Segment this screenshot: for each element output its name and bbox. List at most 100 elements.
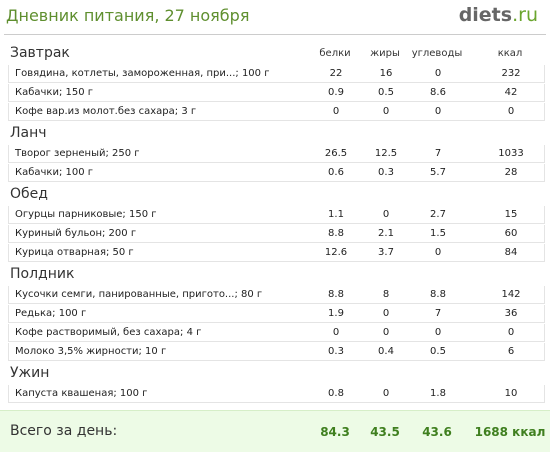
food-row: Кофе растворимый, без сахара; 4 г 0 0 0 0 xyxy=(8,324,545,342)
nutrient-value: 5.7 xyxy=(430,167,446,178)
nutrient-value: 0.8 xyxy=(328,388,344,399)
title: Дневник питания, 27 ноября xyxy=(6,6,250,25)
nutrient-value: 3.7 xyxy=(378,247,394,258)
nutrient-value: 0.5 xyxy=(430,346,446,357)
food-row: Кофе вар.из молот.без сахара; 3 г 0 0 0 0 xyxy=(8,103,545,121)
logo-name: diets xyxy=(458,4,513,26)
food-row: Курица отварная; 50 г 12.6 3.7 0 84 xyxy=(8,244,545,262)
nutrient-value: 0.3 xyxy=(328,346,344,357)
nutrient-value: 8.6 xyxy=(430,87,446,98)
nutrient-value: 12.5 xyxy=(374,148,398,159)
food-row: Творог зерненый; 250 г 26.5 12.5 7 1033 xyxy=(8,145,545,163)
footer-label: Всего за день: xyxy=(10,423,118,439)
nutrient-value: 0 xyxy=(382,327,390,338)
nutrient-value: 15 xyxy=(504,209,518,220)
nutrient-value: 0 xyxy=(434,327,442,338)
nutrient-value: 0 xyxy=(382,106,390,117)
nutrient-value: 0 xyxy=(434,106,442,117)
section-header: Обед xyxy=(0,183,550,206)
nutrient-value: 12.6 xyxy=(324,247,348,258)
food-row: Куриный бульон; 200 г 8.8 2.1 1.5 60 xyxy=(8,225,545,243)
nutrient-value: 7 xyxy=(434,148,442,159)
nutrient-value: 1033 xyxy=(498,148,524,159)
column-header: жиры xyxy=(370,48,400,59)
nutrient-value: 7 xyxy=(434,308,442,319)
food-name: Редька; 100 г xyxy=(15,308,87,319)
food-name: Кабачки; 100 г xyxy=(15,167,94,178)
nutrient-value: 26.5 xyxy=(324,148,348,159)
food-row: Кабачки; 150 г 0.9 0.5 8.6 42 xyxy=(8,84,545,102)
food-row: Огурцы парниковые; 150 г 1.1 0 2.7 15 xyxy=(8,206,545,224)
logo-domain: .ru xyxy=(512,4,538,26)
nutrient-value: 16 xyxy=(379,68,393,79)
nutrient-value: 8.8 xyxy=(328,289,344,300)
column-header: углеводы xyxy=(411,48,463,59)
food-name: Молоко 3,5% жирности; 10 г xyxy=(15,346,167,357)
food-name: Курица отварная; 50 г xyxy=(15,247,134,258)
food-row: Кабачки; 100 г 0.6 0.3 5.7 28 xyxy=(8,164,545,182)
food-name: Говядина, котлеты, замороженная, при...;… xyxy=(15,68,270,79)
nutrient-value: 36 xyxy=(504,308,518,319)
total-value: 84.3 xyxy=(320,425,350,439)
nutrient-value: 60 xyxy=(504,228,518,239)
food-name: Кабачки; 150 г xyxy=(15,87,94,98)
nutrient-value: 2.7 xyxy=(430,209,446,220)
nutrient-value: 8.8 xyxy=(430,289,446,300)
food-name: Творог зерненый; 250 г xyxy=(15,148,140,159)
nutrient-value: 42 xyxy=(504,87,518,98)
nutrient-value: 1.9 xyxy=(328,308,344,319)
nutrient-value: 232 xyxy=(501,68,521,79)
total-value: 1688 ккал xyxy=(474,425,546,439)
column-header: ккал xyxy=(497,48,523,59)
nutrient-value: 6 xyxy=(507,346,515,357)
nutrient-value: 0 xyxy=(507,106,515,117)
nutrient-value: 0.5 xyxy=(378,87,394,98)
food-name: Огурцы парниковые; 150 г xyxy=(15,209,157,220)
food-name: Куриный бульон; 200 г xyxy=(15,228,137,239)
section-name: Завтрак xyxy=(10,45,70,61)
nutrient-value: 0 xyxy=(382,388,390,399)
section-name: Ужин xyxy=(10,365,50,381)
food-row: Капуста квашеная; 100 г 0.8 0 1.8 10 xyxy=(8,385,545,403)
nutrient-value: 142 xyxy=(501,289,521,300)
nutrient-value: 0 xyxy=(507,327,515,338)
nutrient-value: 8 xyxy=(382,289,390,300)
nutrient-value: 1.8 xyxy=(430,388,446,399)
nutrient-value: 0.3 xyxy=(378,167,394,178)
nutrient-value: 10 xyxy=(504,388,518,399)
nutrient-value: 84 xyxy=(504,247,518,258)
section-header: Завтрак белки жиры углеводы ккал xyxy=(0,42,550,65)
total-value: 43.5 xyxy=(370,425,400,439)
food-name: Кофе вар.из молот.без сахара; 3 г xyxy=(15,106,197,117)
logo[interactable]: diets.ru xyxy=(459,4,538,26)
nutrient-value: 28 xyxy=(504,167,518,178)
nutrient-value: 0 xyxy=(382,308,390,319)
nutrient-value: 0 xyxy=(332,106,340,117)
food-row: Молоко 3,5% жирности; 10 г 0.3 0.4 0.5 6 xyxy=(8,343,545,361)
section-name: Полдник xyxy=(10,266,75,282)
food-row: Редька; 100 г 1.9 0 7 36 xyxy=(8,305,545,323)
food-row: Кусочки семги, панированные, пригото...;… xyxy=(8,286,545,304)
footer: Всего за день: 84.3 43.5 43.6 1688 ккал xyxy=(0,410,550,452)
nutrient-value: 1.1 xyxy=(328,209,344,220)
nutrient-value: 0.6 xyxy=(328,167,344,178)
total-value: 43.6 xyxy=(422,425,452,439)
section-header: Ужин xyxy=(0,362,550,385)
food-name: Капуста квашеная; 100 г xyxy=(15,388,148,399)
nutrient-value: 0 xyxy=(434,247,442,258)
food-name: Кофе растворимый, без сахара; 4 г xyxy=(15,327,202,338)
nutrient-value: 0.9 xyxy=(328,87,344,98)
diary: Завтрак белки жиры углеводы ккал Говядина, ко… xyxy=(0,42,550,404)
column-header: белки xyxy=(319,48,351,59)
nutrient-value: 2.1 xyxy=(378,228,394,239)
food-row: Говядина, котлеты, замороженная, при...;… xyxy=(8,65,545,83)
section-name: Ланч xyxy=(10,125,47,141)
nutrient-value: 1.5 xyxy=(430,228,446,239)
section-header: Полдник xyxy=(0,263,550,286)
nutrient-value: 0 xyxy=(434,68,442,79)
nutrient-value: 8.8 xyxy=(328,228,344,239)
nutrient-value: 0 xyxy=(382,209,390,220)
section-name: Обед xyxy=(10,186,48,202)
food-name: Кусочки семги, панированные, пригото...;… xyxy=(15,289,263,300)
